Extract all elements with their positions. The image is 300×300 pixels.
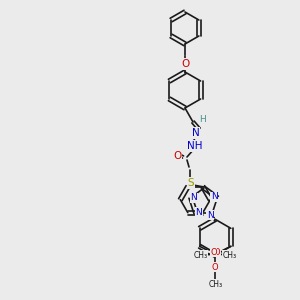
Text: S: S bbox=[188, 178, 194, 188]
Text: N: N bbox=[190, 193, 197, 202]
Text: N: N bbox=[195, 208, 202, 217]
Text: NH: NH bbox=[187, 141, 203, 151]
Text: N: N bbox=[211, 192, 218, 201]
Text: O: O bbox=[214, 248, 220, 257]
Text: N: N bbox=[192, 128, 200, 138]
Text: CH₃: CH₃ bbox=[223, 251, 237, 260]
Text: O: O bbox=[210, 248, 217, 257]
Text: H: H bbox=[200, 115, 206, 124]
Text: CH₃: CH₃ bbox=[208, 280, 222, 289]
Text: O: O bbox=[212, 263, 218, 272]
Text: CH₃: CH₃ bbox=[194, 251, 208, 260]
Text: O: O bbox=[181, 59, 189, 69]
Text: N: N bbox=[207, 211, 214, 220]
Text: O: O bbox=[173, 151, 181, 161]
